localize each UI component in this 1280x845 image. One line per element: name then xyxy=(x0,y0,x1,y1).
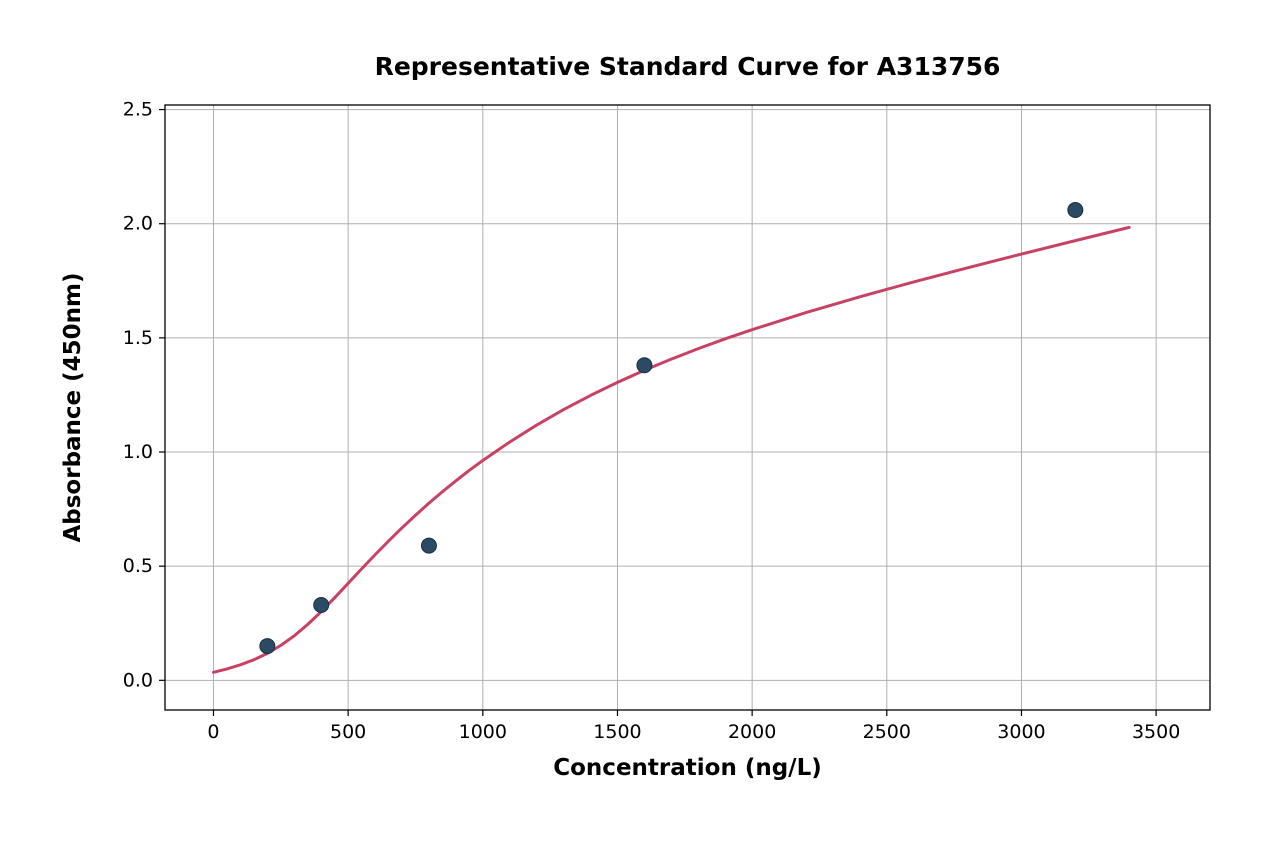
standard-curve-chart: 0 500 1000 1500 2000 2500 3000 3500 0.0 0.5 1.0 1.… xyxy=(0,0,1280,845)
chart-title: Representative Standard Curve for A31375… xyxy=(375,52,1001,81)
x-tick-label: 1000 xyxy=(459,721,507,743)
y-tick-label: 0.0 xyxy=(123,669,153,691)
x-tick-label: 2000 xyxy=(728,721,776,743)
chart-container: 0 500 1000 1500 2000 2500 3000 3500 0.0 0.5 1.0 1.… xyxy=(0,0,1280,845)
x-axis-ticks: 0 500 1000 1500 2000 2500 3000 3500 xyxy=(207,710,1180,743)
y-tick-label: 1.5 xyxy=(123,327,153,349)
x-tick-label: 0 xyxy=(207,721,219,743)
y-tick-label: 2.0 xyxy=(123,213,153,235)
data-point xyxy=(260,639,275,654)
y-axis-ticks: 0.0 0.5 1.0 1.5 2.0 2.5 xyxy=(123,99,165,692)
data-point xyxy=(421,538,436,553)
x-tick-label: 2500 xyxy=(863,721,911,743)
x-tick-label: 3000 xyxy=(997,721,1045,743)
x-tick-label: 3500 xyxy=(1132,721,1180,743)
data-point xyxy=(314,597,329,612)
y-tick-label: 2.5 xyxy=(123,99,153,121)
y-axis-label: Absorbance (450nm) xyxy=(60,272,86,542)
y-tick-label: 0.5 xyxy=(123,555,153,577)
x-tick-label: 500 xyxy=(330,721,366,743)
data-point xyxy=(637,358,652,373)
chart-background xyxy=(165,105,1210,710)
x-tick-label: 1500 xyxy=(593,721,641,743)
y-tick-label: 1.0 xyxy=(123,441,153,463)
x-axis-label: Concentration (ng/L) xyxy=(553,755,822,781)
data-point xyxy=(1068,203,1083,218)
